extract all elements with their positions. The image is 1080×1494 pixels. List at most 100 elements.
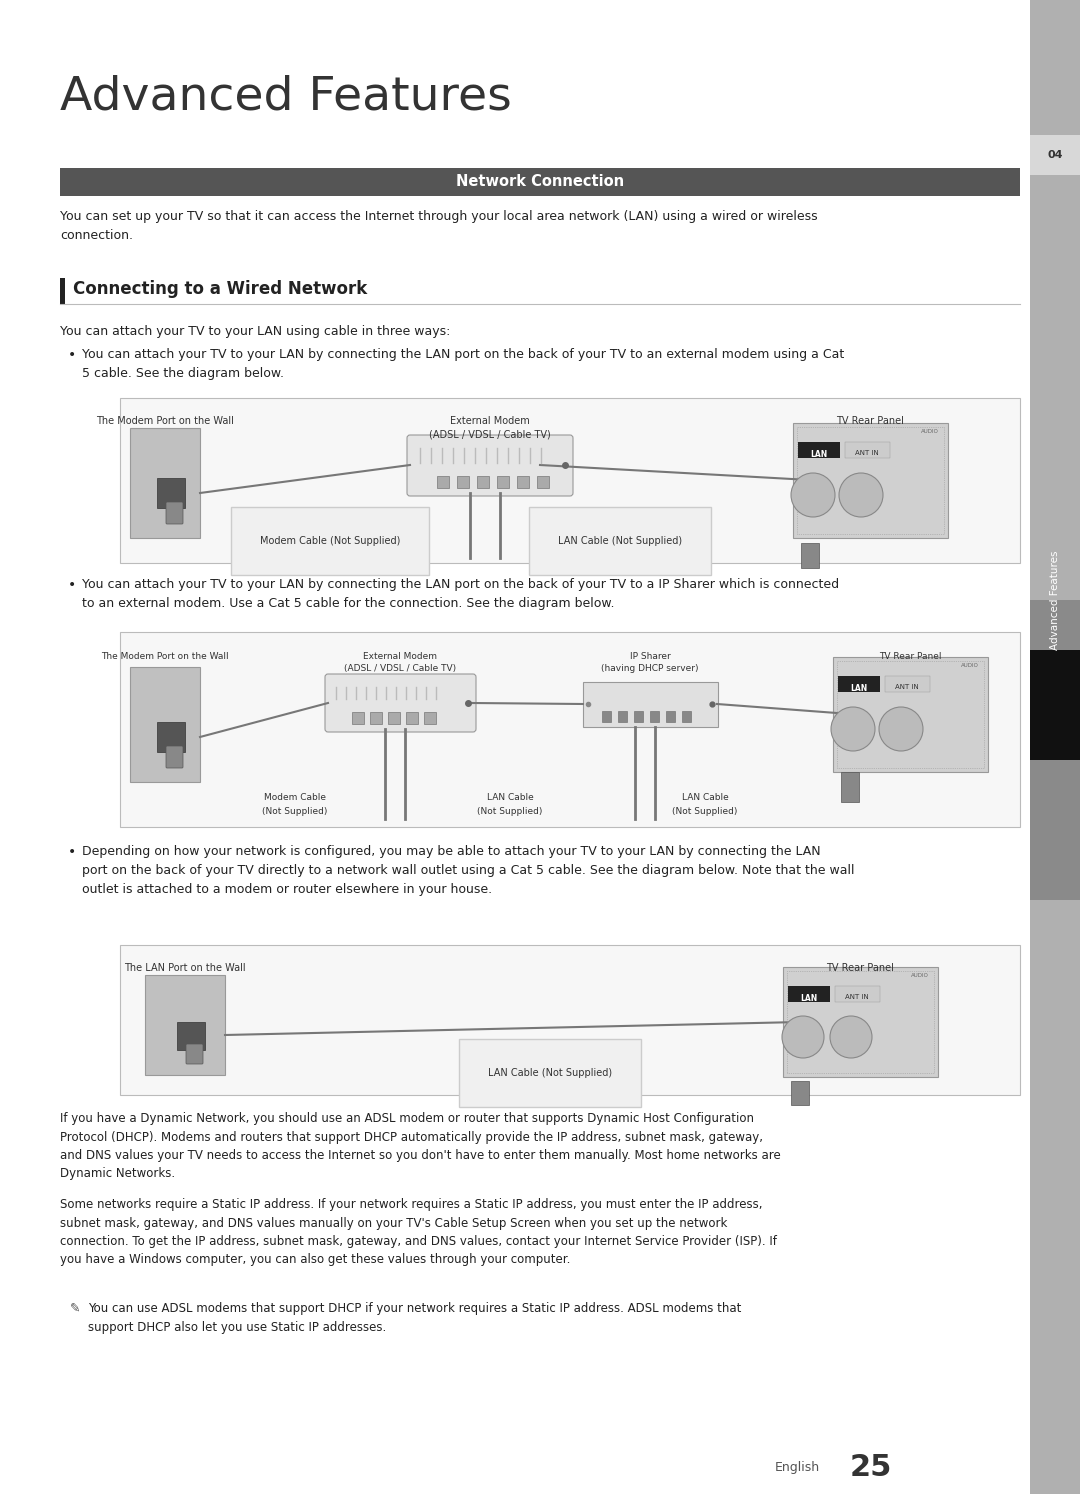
Bar bbox=[157, 722, 185, 751]
FancyBboxPatch shape bbox=[370, 713, 382, 725]
FancyBboxPatch shape bbox=[120, 632, 1020, 828]
Text: ANT IN: ANT IN bbox=[846, 994, 869, 999]
FancyBboxPatch shape bbox=[457, 477, 469, 489]
FancyBboxPatch shape bbox=[634, 711, 643, 722]
Bar bbox=[788, 986, 831, 1002]
FancyBboxPatch shape bbox=[120, 397, 1020, 563]
Text: LAN: LAN bbox=[800, 994, 818, 1002]
FancyBboxPatch shape bbox=[517, 477, 529, 489]
Text: You can set up your TV so that it can access the Internet through your local are: You can set up your TV so that it can ac… bbox=[60, 211, 818, 242]
Text: Some networks require a Static IP address. If your network requires a Static IP : Some networks require a Static IP addres… bbox=[60, 1198, 777, 1267]
Text: If you have a Dynamic Network, you should use an ADSL modem or router that suppo: If you have a Dynamic Network, you shoul… bbox=[60, 1112, 781, 1180]
Text: The LAN Port on the Wall: The LAN Port on the Wall bbox=[124, 964, 246, 973]
Bar bbox=[798, 442, 840, 459]
Bar bbox=[845, 442, 890, 459]
Text: ANT IN: ANT IN bbox=[855, 450, 879, 456]
Text: •: • bbox=[68, 578, 77, 592]
Text: AUDIO: AUDIO bbox=[961, 663, 978, 668]
Text: You can attach your TV to your LAN by connecting the LAN port on the back of you: You can attach your TV to your LAN by co… bbox=[82, 578, 839, 610]
FancyBboxPatch shape bbox=[166, 502, 183, 524]
Bar bbox=[885, 675, 930, 692]
Text: The Modem Port on the Wall: The Modem Port on the Wall bbox=[102, 651, 229, 660]
FancyBboxPatch shape bbox=[424, 713, 436, 725]
Bar bbox=[60, 278, 65, 303]
FancyBboxPatch shape bbox=[325, 674, 476, 732]
Text: Depending on how your network is configured, you may be able to attach your TV t: Depending on how your network is configu… bbox=[82, 846, 854, 896]
FancyBboxPatch shape bbox=[477, 477, 489, 489]
Text: Connecting to a Wired Network: Connecting to a Wired Network bbox=[73, 279, 367, 297]
FancyBboxPatch shape bbox=[833, 657, 988, 772]
Bar bbox=[177, 1022, 205, 1050]
Text: TV Rear Panel: TV Rear Panel bbox=[836, 415, 904, 426]
FancyBboxPatch shape bbox=[388, 713, 400, 725]
Text: AUDIO: AUDIO bbox=[921, 429, 939, 433]
Bar bbox=[838, 675, 880, 692]
Text: You can attach your TV to your LAN by connecting the LAN port on the back of you: You can attach your TV to your LAN by co… bbox=[82, 348, 845, 379]
Circle shape bbox=[791, 474, 835, 517]
Circle shape bbox=[831, 707, 875, 751]
Bar bbox=[835, 986, 880, 1002]
FancyBboxPatch shape bbox=[437, 477, 449, 489]
Bar bbox=[157, 478, 185, 508]
Text: (Not Supplied): (Not Supplied) bbox=[673, 807, 738, 817]
FancyBboxPatch shape bbox=[352, 713, 364, 725]
Text: 25: 25 bbox=[850, 1454, 892, 1482]
Text: Advanced Features: Advanced Features bbox=[60, 75, 512, 120]
FancyBboxPatch shape bbox=[650, 711, 659, 722]
FancyBboxPatch shape bbox=[497, 477, 509, 489]
FancyBboxPatch shape bbox=[120, 946, 1020, 1095]
FancyBboxPatch shape bbox=[681, 711, 691, 722]
FancyBboxPatch shape bbox=[841, 772, 859, 802]
Text: LAN Cable: LAN Cable bbox=[487, 792, 534, 801]
Text: LAN: LAN bbox=[850, 684, 867, 693]
Text: LAN Cable (Not Supplied): LAN Cable (Not Supplied) bbox=[488, 1068, 612, 1079]
FancyBboxPatch shape bbox=[166, 746, 183, 768]
Text: (Not Supplied): (Not Supplied) bbox=[262, 807, 327, 817]
Bar bbox=[1030, 0, 1080, 1494]
Text: AUDIO: AUDIO bbox=[912, 973, 929, 979]
FancyBboxPatch shape bbox=[406, 713, 418, 725]
Text: LAN Cable (Not Supplied): LAN Cable (Not Supplied) bbox=[558, 536, 683, 545]
Text: English: English bbox=[774, 1461, 820, 1475]
Circle shape bbox=[839, 474, 883, 517]
Bar bbox=[60, 167, 1020, 196]
Text: ✎: ✎ bbox=[70, 1301, 81, 1315]
FancyBboxPatch shape bbox=[618, 711, 627, 722]
Text: LAN Cable: LAN Cable bbox=[681, 792, 728, 801]
Text: IP Sharer
(having DHCP server): IP Sharer (having DHCP server) bbox=[602, 651, 699, 672]
Circle shape bbox=[782, 1016, 824, 1058]
Text: You can attach your TV to your LAN using cable in three ways:: You can attach your TV to your LAN using… bbox=[60, 326, 450, 338]
Text: TV Rear Panel: TV Rear Panel bbox=[826, 964, 894, 973]
Polygon shape bbox=[130, 427, 200, 538]
FancyBboxPatch shape bbox=[783, 967, 939, 1077]
Text: Network Connection: Network Connection bbox=[456, 175, 624, 190]
Text: External Modem
(ADSL / VDSL / Cable TV): External Modem (ADSL / VDSL / Cable TV) bbox=[343, 651, 456, 672]
Bar bbox=[1030, 134, 1080, 175]
FancyBboxPatch shape bbox=[791, 1082, 809, 1106]
Text: External Modem
(ADSL / VDSL / Cable TV): External Modem (ADSL / VDSL / Cable TV) bbox=[429, 415, 551, 439]
FancyBboxPatch shape bbox=[602, 711, 611, 722]
FancyBboxPatch shape bbox=[537, 477, 549, 489]
Bar bbox=[1030, 601, 1080, 899]
FancyBboxPatch shape bbox=[666, 711, 675, 722]
Text: Advanced Features: Advanced Features bbox=[1050, 550, 1059, 650]
Text: TV Rear Panel: TV Rear Panel bbox=[879, 651, 942, 660]
FancyBboxPatch shape bbox=[407, 435, 573, 496]
Polygon shape bbox=[145, 976, 225, 1076]
Text: LAN: LAN bbox=[810, 450, 827, 459]
Text: 04: 04 bbox=[1048, 149, 1063, 160]
Circle shape bbox=[831, 1016, 872, 1058]
Text: (Not Supplied): (Not Supplied) bbox=[477, 807, 542, 817]
Text: You can use ADSL modems that support DHCP if your network requires a Static IP a: You can use ADSL modems that support DHC… bbox=[87, 1301, 741, 1334]
FancyBboxPatch shape bbox=[583, 681, 718, 728]
Circle shape bbox=[879, 707, 923, 751]
Text: Modem Cable (Not Supplied): Modem Cable (Not Supplied) bbox=[260, 536, 401, 545]
Text: Modem Cable: Modem Cable bbox=[264, 792, 326, 801]
FancyBboxPatch shape bbox=[801, 542, 819, 568]
FancyBboxPatch shape bbox=[793, 423, 948, 538]
Text: ANT IN: ANT IN bbox=[895, 684, 919, 690]
Text: The Modem Port on the Wall: The Modem Port on the Wall bbox=[96, 415, 234, 426]
Text: •: • bbox=[68, 846, 77, 859]
Polygon shape bbox=[130, 666, 200, 781]
Bar bbox=[1030, 650, 1080, 760]
